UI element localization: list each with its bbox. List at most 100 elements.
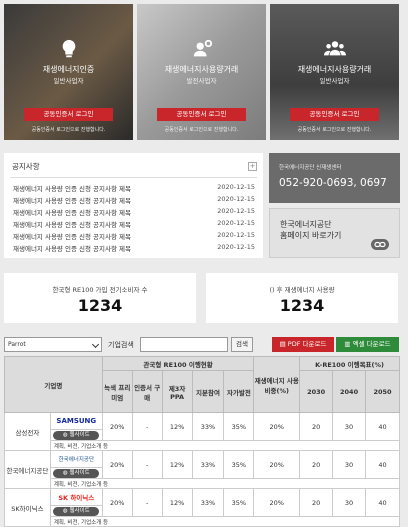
stat-usage: () 후 재생에너지 사용량 1234 bbox=[206, 273, 398, 323]
pdf-icon: ▤ bbox=[279, 340, 288, 348]
cert-login-button[interactable]: 공동인증서 로그인 bbox=[157, 108, 246, 121]
cell: 30 bbox=[332, 450, 367, 479]
notice-item-title[interactable]: 재생에너지 사용량 인증 신청 공지사항 제목 bbox=[13, 233, 131, 241]
company-name: 삼성전자 bbox=[4, 412, 51, 451]
notice-title: 공지사항 bbox=[12, 162, 40, 171]
cell: 20 bbox=[299, 450, 334, 479]
card-subtitle: 일반사업자 bbox=[53, 77, 84, 85]
pdf-download-button[interactable]: ▤ PDF 다운로드 bbox=[272, 337, 334, 352]
cell: 35% bbox=[223, 450, 255, 479]
notice-item[interactable]: 재생에너지 사용량 인증 신청 공지사항 제목 2020-12-15 bbox=[13, 219, 255, 229]
website-cell: ◍ 웹사이트 bbox=[49, 429, 103, 441]
cell: - bbox=[131, 488, 163, 517]
cell: 40 bbox=[365, 450, 400, 479]
energy-agency-logo: 한국에너지공단 bbox=[58, 457, 94, 463]
notice-item-title[interactable]: 재생에너지 사용량 인증 신청 공지사항 제목 bbox=[13, 197, 131, 205]
website-button[interactable]: ◍ 웹사이트 bbox=[53, 431, 100, 440]
notice-panel: 공지사항 + 재생에너지 사용량 인증 신청 공지사항 제목 2020-12-15… bbox=[4, 153, 263, 258]
contact-panel: 한국에너지공단 신재생센터 052-920-0693, 0697 bbox=[269, 153, 400, 203]
divider bbox=[10, 177, 257, 178]
globe-icon: ◍ bbox=[62, 470, 70, 476]
pdf-label: PDF 다운로드 bbox=[287, 340, 327, 348]
excel-icon: ▥ bbox=[344, 340, 353, 348]
company-note: 계획, 비전, 기업소개 등 bbox=[49, 440, 401, 451]
stat-value: 1234 bbox=[77, 296, 123, 315]
globe-icon: ◍ bbox=[62, 432, 70, 438]
cell: 35% bbox=[223, 412, 255, 441]
company-note: 계획, 비전, 기업소개 등 bbox=[49, 478, 401, 489]
notice-item-title[interactable]: 재생에너지 사용량 인증 신청 공지사항 제목 bbox=[13, 185, 131, 193]
notice-item[interactable]: 재생에너지 사용량 인증 신청 공지사항 제목 2020-12-15 bbox=[13, 183, 255, 193]
website-cell: ◍ 웹사이트 bbox=[49, 467, 103, 479]
homepage-line2: 홈페이지 바로가기 bbox=[280, 231, 342, 240]
website-label: 웹사이트 bbox=[69, 470, 90, 476]
col-self-gen: 자가발전 bbox=[223, 370, 255, 413]
cell: 20% bbox=[101, 450, 133, 479]
cell: 12% bbox=[161, 450, 193, 479]
cell: 12% bbox=[161, 488, 193, 517]
chevron-down-icon bbox=[91, 340, 100, 349]
notice-item[interactable]: 재생에너지 사용량 인증 신청 공지사항 제목 2020-12-15 bbox=[13, 207, 255, 217]
company-table: 기업명 관국형 RE100 이행현황 재생에너지 사용비중(%) K-RE100… bbox=[4, 356, 401, 527]
cell: 20% bbox=[101, 412, 133, 441]
notice-item-date: 2020-12-15 bbox=[217, 207, 255, 215]
card-subtitle: 일반사업자 bbox=[319, 77, 350, 85]
company-logo: SK 하이닉스 bbox=[49, 488, 103, 506]
company-note: 계획, 비전, 기업소개 등 bbox=[49, 516, 401, 527]
col-equity: 지분참여 bbox=[191, 370, 225, 413]
stat-value: 1234 bbox=[279, 296, 325, 315]
search-input[interactable] bbox=[140, 337, 228, 352]
notice-item[interactable]: 재생에너지 사용량 인증 신청 공지사항 제목 2020-12-15 bbox=[13, 231, 255, 241]
col-group-status: 관국형 RE100 이행현황 bbox=[101, 356, 255, 371]
website-button[interactable]: ◍ 웹사이트 bbox=[53, 507, 100, 516]
card-note: 공동인증서 로그인으로 진행합니다. bbox=[297, 127, 372, 133]
excel-label: 엑셀 다운로드 bbox=[352, 340, 391, 348]
cell: 20 bbox=[299, 488, 334, 517]
table-row: 한국에너지공단 한국에너지공단 20% - 12% 33% 35% 20% 20… bbox=[4, 450, 400, 489]
card-subtitle: 발전사업자 bbox=[186, 77, 217, 85]
cell: - bbox=[131, 450, 163, 479]
cell: 30 bbox=[332, 488, 367, 517]
notice-item-title[interactable]: 재생에너지 사용량 인증 신청 공지사항 제목 bbox=[13, 245, 131, 253]
website-cell: ◍ 웹사이트 bbox=[49, 505, 103, 517]
homepage-line1: 한국에너지공단 bbox=[280, 220, 332, 229]
card-usage-trade-general: 재생에너지사용량거래 일반사업자 공동인증서 로그인 공동인증서 로그인으로 진… bbox=[270, 4, 399, 140]
plus-icon[interactable]: + bbox=[248, 162, 257, 171]
website-button[interactable]: ◍ 웹사이트 bbox=[53, 469, 100, 478]
search-button[interactable]: 검색 bbox=[231, 337, 253, 352]
notice-item-title[interactable]: 재생에너지 사용량 인증 신청 공지사항 제목 bbox=[13, 209, 131, 217]
notice-item[interactable]: 재생에너지 사용량 인증 신청 공지사항 제목 2020-12-15 bbox=[13, 243, 255, 253]
website-label: 웹사이트 bbox=[69, 432, 90, 438]
col-group-goal: K-RE100 이행목표(%) bbox=[299, 356, 400, 371]
card-renewable-cert: 재생에너지인증 일반사업자 공동인증서 로그인 공동인증서 로그인으로 진행합니… bbox=[4, 4, 133, 140]
company-name: SK하이닉스 bbox=[4, 488, 51, 527]
notice-item-date: 2020-12-15 bbox=[217, 195, 255, 203]
notice-item-date: 2020-12-15 bbox=[217, 243, 255, 251]
sk-hynix-logo: SK 하이닉스 bbox=[58, 494, 95, 502]
notice-item-date: 2020-12-15 bbox=[217, 231, 255, 239]
cert-login-button[interactable]: 공동인증서 로그인 bbox=[24, 108, 113, 121]
excel-download-button[interactable]: ▥ 엑셀 다운로드 bbox=[336, 337, 399, 352]
stat-label: () 후 재생에너지 사용량 bbox=[269, 286, 335, 294]
cell: 33% bbox=[191, 412, 225, 441]
cert-login-button[interactable]: 공동인증서 로그인 bbox=[290, 108, 379, 121]
cell: 33% bbox=[191, 450, 225, 479]
table-row: 삼성전자 SAMSUNG 20% - 12% 33% 35% 20% 20 30… bbox=[4, 412, 400, 451]
card-note: 공동인증서 로그인으로 진행합니다. bbox=[31, 127, 106, 133]
select-value: Parrot bbox=[8, 341, 26, 348]
card-title: 재생에너지사용량거래 bbox=[164, 65, 239, 74]
col-company: 기업명 bbox=[4, 356, 103, 413]
card-note: 공동인증서 로그인으로 진행합니다. bbox=[164, 127, 239, 133]
link-icon[interactable] bbox=[371, 239, 389, 250]
notice-item[interactable]: 재생에너지 사용량 인증 신청 공지사항 제목 2020-12-15 bbox=[13, 195, 255, 205]
cell: - bbox=[131, 412, 163, 441]
col-green-premium: 녹색 프리미엄 bbox=[101, 370, 133, 413]
cell: 35% bbox=[223, 488, 255, 517]
company-logo: 한국에너지공단 bbox=[49, 450, 103, 468]
cell: 20% bbox=[101, 488, 133, 517]
category-select[interactable]: Parrot bbox=[4, 337, 102, 352]
table-row: SK하이닉스 SK 하이닉스 20% - 12% 33% 35% 20% 20 … bbox=[4, 488, 400, 527]
notice-item-title[interactable]: 재생에너지 사용량 인증 신청 공지사항 제목 bbox=[13, 221, 131, 229]
